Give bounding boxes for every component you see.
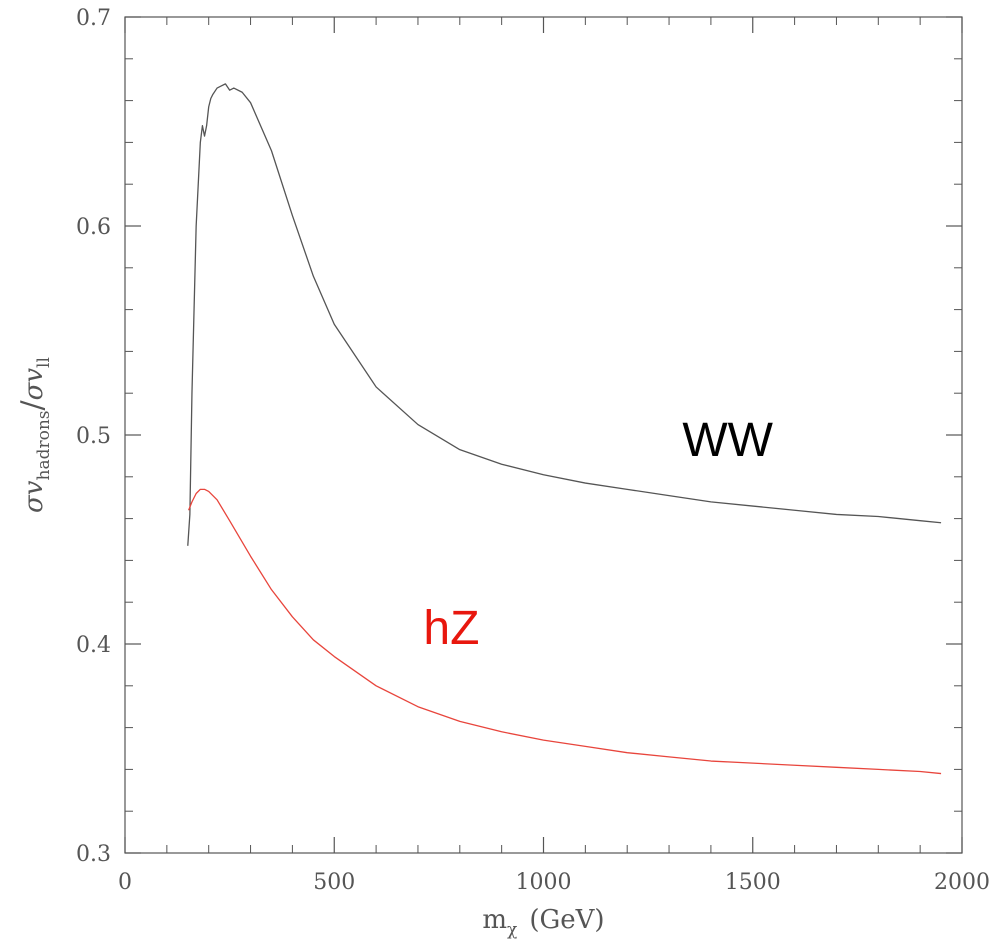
plot-frame <box>124 16 963 854</box>
x-axis-label: mχ (GeV) <box>482 905 604 940</box>
x-tick-labels: 0 500 1000 1500 2000 <box>118 870 990 895</box>
x-tick-label: 1500 <box>725 870 781 895</box>
x-axis-label-main: m <box>482 905 507 935</box>
x-tick-label: 2000 <box>934 870 990 895</box>
y-axis-label-num-sub: hadrons <box>34 410 54 480</box>
x-tick-label: 1000 <box>516 870 572 895</box>
y-tick-labels: 0.3 0.4 0.5 0.6 0.7 <box>76 6 111 867</box>
minor-ticks <box>125 17 962 853</box>
y-axis-label-slash: / <box>15 399 50 410</box>
y-tick-label: 0.5 <box>76 424 111 449</box>
series-line-hz <box>188 488 942 775</box>
x-axis-label-sub: χ <box>507 920 517 940</box>
y-axis-label-den-sub: ll <box>34 357 54 368</box>
y-tick-label: 0.3 <box>76 842 111 867</box>
y-tick-label: 0.4 <box>76 633 111 658</box>
series-layer <box>187 83 942 775</box>
x-tick-label: 0 <box>118 870 132 895</box>
y-axis-label-den-main: σv <box>19 368 49 401</box>
series-label-ww: WW <box>682 414 773 467</box>
series-line-ww <box>187 83 942 546</box>
y-axis-label: σvhadrons/σvll <box>15 357 54 513</box>
series-label-hz: hZ <box>423 602 479 655</box>
x-axis-label-unit: (GeV) <box>529 905 604 935</box>
annotations: WW hZ <box>423 414 773 655</box>
y-tick-label: 0.7 <box>76 6 111 31</box>
x-tick-label: 500 <box>313 870 355 895</box>
y-tick-label: 0.6 <box>76 215 111 240</box>
y-axis-label-num-main: σv <box>19 480 49 513</box>
